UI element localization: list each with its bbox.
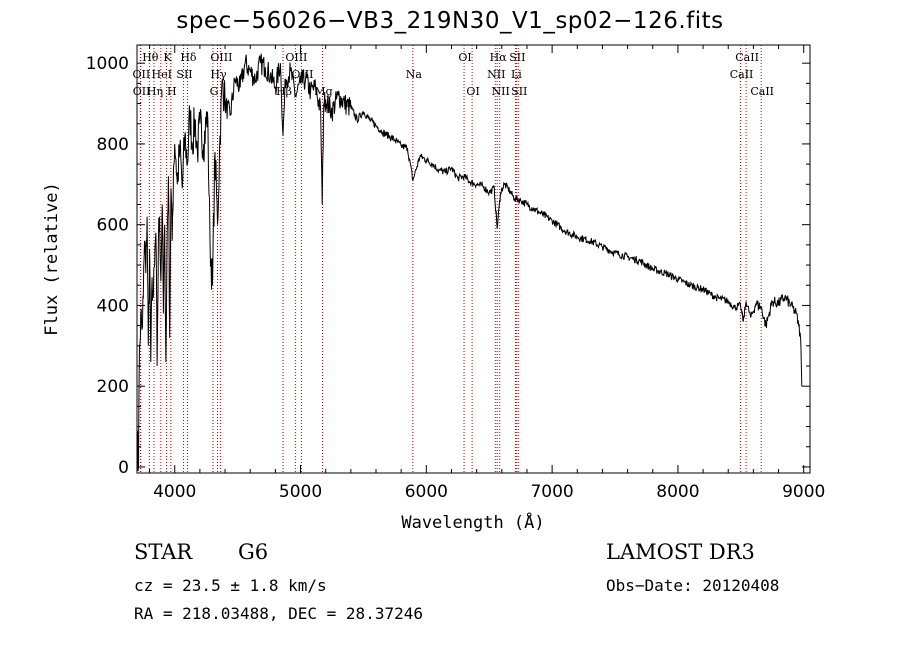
x-axis-ticks: 4000 5000 6000 7000 8000 9000 xyxy=(149,45,825,502)
line-marker-label: SII xyxy=(176,68,192,81)
line-marker-label: Na xyxy=(406,68,423,81)
line-marker-label: CaII xyxy=(750,85,774,98)
line-marker-label: OIII xyxy=(285,51,307,64)
y-tick-label: 800 xyxy=(97,135,129,155)
spectrum-line xyxy=(136,53,803,472)
line-marker-label: OI xyxy=(466,85,479,98)
line-markers xyxy=(139,45,762,473)
x-tick-label: 9000 xyxy=(782,482,825,502)
line-marker-label: Hθ xyxy=(142,51,159,64)
plot-frame xyxy=(136,44,811,474)
y-tick-label: 600 xyxy=(97,216,129,236)
line-marker-label: SII xyxy=(511,85,527,98)
chart-title: spec−56026−VB3_219N30_V1_sp02−126.fits xyxy=(176,8,724,34)
y-tick-label: 0 xyxy=(118,458,129,478)
line-marker-label: Hβ xyxy=(276,85,292,98)
line-marker-label: G xyxy=(210,85,219,98)
line-marker-label: Hα xyxy=(490,51,508,64)
x-tick-label: 7000 xyxy=(530,482,573,502)
object-class: STAR xyxy=(134,540,193,564)
line-marker-label: Hγ xyxy=(210,68,227,81)
y-tick-label: 200 xyxy=(97,377,129,397)
line-marker-label: SII xyxy=(509,51,525,64)
coordinates-line: RA = 218.03488, DEC = 28.37246 xyxy=(134,604,423,623)
spectrum-series xyxy=(136,53,803,472)
line-marker-label: K xyxy=(163,51,172,64)
observation-date: Obs−Date: 20120408 xyxy=(606,576,780,595)
line-marker-label: CaII xyxy=(730,68,754,81)
object-subclass: G6 xyxy=(238,540,269,564)
line-marker-label: Hη xyxy=(147,85,163,98)
survey-name: LAMOST DR3 xyxy=(606,540,755,564)
line-marker-label: Mg xyxy=(314,85,332,98)
redshift-line: cz = 23.5 ± 1.8 km/s xyxy=(134,576,327,595)
y-tick-label: 400 xyxy=(97,296,129,316)
x-tick-label: 6000 xyxy=(405,482,448,502)
line-marker-label: H xyxy=(167,85,177,98)
y-axis-label: Flux (relative) xyxy=(42,182,62,336)
line-marker-label: NII xyxy=(487,68,505,81)
line-marker-label: Hδ xyxy=(180,51,197,64)
x-tick-label: 8000 xyxy=(656,482,699,502)
y-tick-label: 1000 xyxy=(86,54,129,74)
line-marker-label: OII xyxy=(133,85,151,98)
line-marker-label: NII xyxy=(492,85,510,98)
x-tick-label: 5000 xyxy=(279,482,322,502)
line-marker-label: HeI xyxy=(152,68,172,81)
line-marker-label: OIII xyxy=(291,68,313,81)
line-marker-label: CaII xyxy=(735,51,759,64)
y-axis-ticks: 0 200 400 600 800 1000 xyxy=(86,54,810,478)
line-marker-label: OIII xyxy=(210,51,232,64)
line-marker-label: OII xyxy=(133,68,151,81)
x-axis-label: Wavelength (Å) xyxy=(401,511,544,533)
x-tick-label: 4000 xyxy=(153,482,196,502)
line-marker-label: Li xyxy=(511,68,522,81)
line-marker-label: OI xyxy=(458,51,471,64)
